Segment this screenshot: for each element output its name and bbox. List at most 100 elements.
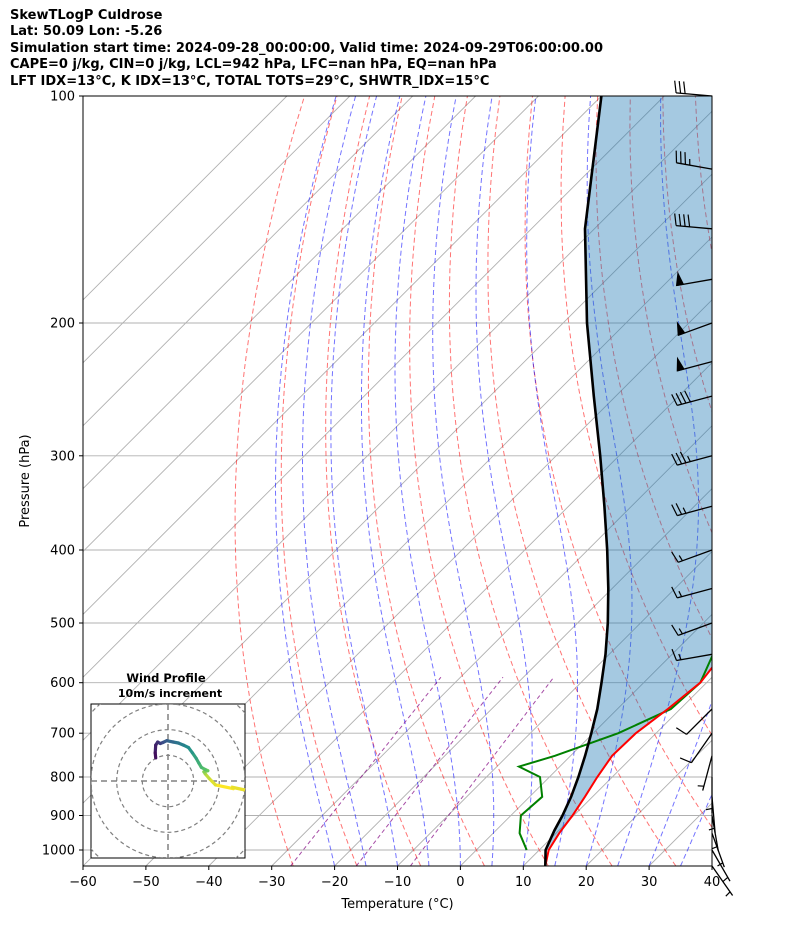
x-tick-label: −10 <box>384 875 411 890</box>
wind-barb <box>697 755 713 791</box>
moist-adiabat <box>617 96 699 866</box>
isotherm-line <box>522 676 712 866</box>
dry-adiabat <box>280 96 358 866</box>
dry-adiabat <box>325 96 422 866</box>
x-tick-label: −30 <box>258 875 285 890</box>
x-tick-label: 30 <box>641 875 658 890</box>
isotherm-line <box>775 96 794 866</box>
dry-adiabat <box>662 96 712 414</box>
dry-adiabat <box>448 96 613 866</box>
wind-barb <box>671 503 713 517</box>
hodograph-subtitle: 10m/s increment <box>118 687 222 700</box>
isotherm-line <box>83 110 712 741</box>
hodograph-plot <box>91 704 245 858</box>
y-tick-label: 300 <box>50 449 75 464</box>
x-tick-label: −40 <box>195 875 222 890</box>
dry-adiabat <box>560 96 712 737</box>
isotherm-line <box>83 96 602 616</box>
wind-barb <box>674 80 713 97</box>
dry-adiabat <box>761 96 794 866</box>
wind-barb <box>675 271 713 287</box>
wind-barb <box>679 732 713 764</box>
x-tick-label: 40 <box>704 875 721 890</box>
chart-header: SkewTLogP Culdrose Lat: 50.09 Lon: -5.26… <box>10 8 603 90</box>
moist-adiabat <box>432 96 495 866</box>
chart-title: SkewTLogP Culdrose <box>10 8 163 23</box>
moist-adiabat <box>302 96 367 866</box>
moist-adiabat <box>275 96 337 866</box>
hodograph-segment <box>213 783 235 791</box>
dry-adiabat <box>487 96 677 866</box>
dry-adiabat <box>595 96 712 640</box>
wind-barb <box>674 213 713 230</box>
moist-adiabat <box>475 96 533 866</box>
hodograph-title: Wind Profile <box>126 671 206 685</box>
isotherm-line <box>145 299 712 866</box>
y-tick-label: 700 <box>50 727 75 742</box>
moist-adiabat <box>394 96 461 866</box>
wind-barb <box>711 832 725 868</box>
isotherm-line <box>397 550 712 866</box>
wind-barb <box>675 708 713 735</box>
dry-adiabat <box>367 96 485 866</box>
wind-barb <box>671 586 713 599</box>
indices-line-1: CAPE=0 j/kg, CIN=0 j/kg, LCL=942 hPa, LF… <box>10 57 497 73</box>
isotherm-line <box>83 96 539 553</box>
wind-barb <box>671 451 713 466</box>
isotherm-line <box>83 96 476 490</box>
parcel-profile <box>544 96 610 866</box>
x-tick-label: −50 <box>132 875 159 890</box>
y-tick-label: 200 <box>50 317 75 332</box>
temperature-profile <box>544 666 712 866</box>
y-tick-label: 1000 <box>42 844 75 859</box>
wind-barb <box>671 549 713 563</box>
wind-barb <box>676 321 713 337</box>
x-tick-label: −60 <box>69 875 96 890</box>
location-line: Lat: 50.09 Lon: -5.26 <box>10 24 163 40</box>
y-axis-label: Pressure (hPa) <box>18 434 33 527</box>
x-axis-label: Temperature (°C) <box>340 897 453 912</box>
indices-line-2: LFT IDX=13°C, K IDX=13°C, TOTAL TOTS=29°… <box>10 73 490 89</box>
dewpoint-profile <box>516 654 712 851</box>
wind-barb <box>671 390 713 407</box>
y-tick-label: 100 <box>50 90 75 105</box>
moist-adiabat <box>526 96 578 866</box>
wind-barb <box>711 815 719 852</box>
dry-adiabat <box>234 96 305 866</box>
isotherm-line <box>83 96 414 427</box>
y-tick-label: 900 <box>50 809 75 824</box>
moist-adiabat <box>680 793 712 866</box>
mixing-ratio-line <box>409 676 555 866</box>
dry-adiabat <box>409 96 549 866</box>
y-tick-label: 500 <box>50 617 75 632</box>
y-tick-label: 600 <box>50 676 75 691</box>
time-line: Simulation start time: 2024-09-28_00:00:… <box>10 40 603 56</box>
y-tick-label: 400 <box>50 544 75 559</box>
cin-shading <box>545 96 712 850</box>
y-tick-label: 800 <box>50 771 75 786</box>
mixing-ratio-line <box>290 676 442 866</box>
hodograph-overflow-segment <box>230 785 246 792</box>
isotherm-line <box>711 865 712 866</box>
moist-adiabat <box>330 96 398 866</box>
hodograph-segment <box>153 751 158 760</box>
wind-barb <box>671 648 713 662</box>
isotherm-line <box>334 487 712 866</box>
isotherm-line <box>83 96 351 364</box>
mixing-ratio-line <box>355 676 504 866</box>
wind-barb <box>671 622 713 637</box>
wind-barb <box>675 150 713 170</box>
moist-adiabat <box>711 864 712 866</box>
x-tick-label: 10 <box>515 875 532 890</box>
moist-adiabat <box>648 699 712 866</box>
wind-barb <box>676 356 713 372</box>
wind-barb <box>711 865 734 897</box>
wind-barb <box>705 777 713 813</box>
moist-adiabat <box>585 96 633 866</box>
moist-adiabat <box>361 96 430 866</box>
x-tick-label: −20 <box>321 875 348 890</box>
dry-adiabat <box>524 96 712 829</box>
dry-adiabat <box>728 96 794 866</box>
plot-area <box>83 96 794 866</box>
